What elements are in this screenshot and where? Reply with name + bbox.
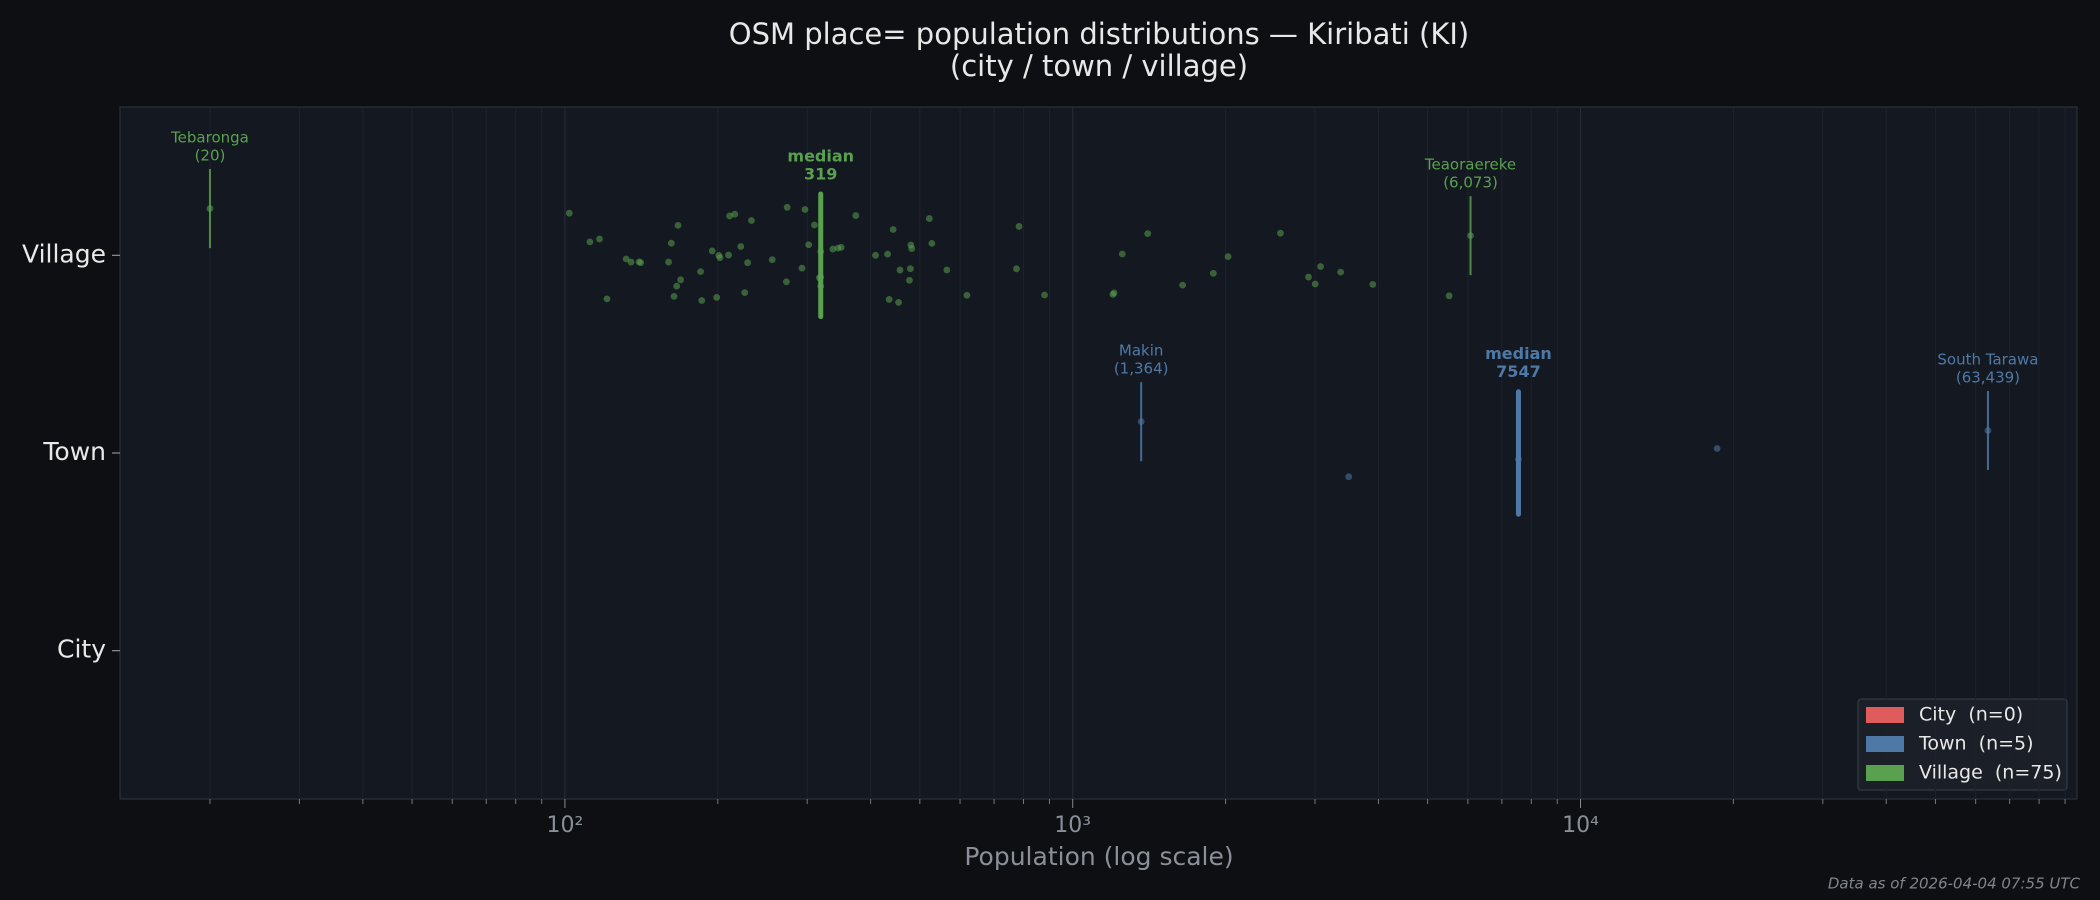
data-point — [837, 243, 845, 251]
plot-area — [119, 106, 2078, 800]
data-point — [1305, 273, 1312, 281]
data-point — [1015, 223, 1023, 230]
annotation-value: (1,364) — [1114, 360, 1169, 378]
data-point — [1209, 269, 1217, 277]
data-point — [1317, 263, 1324, 270]
data-point — [906, 265, 914, 273]
legend-swatch — [1866, 736, 1904, 752]
data-point — [872, 251, 879, 259]
data-point — [708, 247, 716, 255]
data-point — [748, 217, 755, 224]
x-tick-label: 10⁴ — [1562, 813, 1599, 838]
data-point — [698, 297, 706, 304]
data-point — [783, 203, 791, 211]
data-point — [737, 243, 745, 250]
data-point — [697, 268, 704, 276]
annotation-name: Makin — [1119, 342, 1164, 360]
data-point — [603, 295, 611, 303]
data-point — [1041, 291, 1048, 299]
data-point — [726, 212, 733, 220]
data-point — [928, 239, 936, 247]
data-point — [665, 258, 672, 266]
data-point — [1445, 292, 1453, 300]
data-point — [637, 259, 645, 267]
legend-box — [1857, 698, 2068, 791]
legend-label: Town (n=5) — [1918, 733, 2034, 755]
data-point — [1118, 250, 1126, 258]
data-point — [731, 210, 739, 218]
data-point — [943, 266, 951, 274]
x-tick-label: 10² — [546, 813, 583, 838]
data-point — [801, 206, 809, 213]
data-point — [1144, 230, 1152, 238]
annotation-value: (6,073) — [1443, 174, 1498, 192]
y-tick-label: Town — [42, 437, 106, 466]
annotation-value: (63,439) — [1956, 368, 2020, 386]
data-point — [1224, 253, 1232, 261]
data-point — [895, 299, 902, 306]
data-point — [963, 291, 971, 299]
y-tick-label: City — [57, 635, 106, 664]
x-axis-label: Population (log scale) — [964, 842, 1233, 871]
data-point — [885, 296, 893, 303]
data-point — [586, 238, 594, 246]
data-point — [713, 293, 721, 301]
data-point — [884, 250, 892, 258]
median-value: 7547 — [1496, 362, 1541, 381]
footnote: Data as of 2026-04-04 07:55 UTC — [1828, 875, 2081, 893]
legend-swatch — [1866, 707, 1904, 723]
annotation-value: (20) — [195, 146, 226, 164]
data-point — [798, 264, 806, 272]
x-tick-label: 10³ — [1054, 813, 1091, 838]
data-point — [1713, 445, 1721, 452]
data-point — [1345, 473, 1353, 481]
annotation-name: South Tarawa — [1937, 350, 2038, 368]
data-point — [596, 235, 603, 243]
median-label: median — [787, 146, 854, 165]
data-point — [811, 221, 818, 229]
data-point — [741, 289, 749, 297]
legend-label: Village (n=75) — [1919, 762, 2062, 784]
annotation-name: Teaoraereke — [1424, 156, 1516, 174]
data-point — [782, 278, 790, 286]
data-point — [1277, 229, 1284, 237]
chart-title: OSM place= population distributions — Ki… — [729, 17, 1469, 51]
data-point — [908, 245, 916, 252]
legend-label: City (n=0) — [1919, 704, 2023, 726]
data-point — [1311, 280, 1319, 288]
data-point — [667, 239, 675, 247]
data-point — [725, 251, 732, 259]
data-point — [896, 266, 904, 274]
y-tick-label: Village — [22, 239, 106, 268]
median-label: median — [1485, 344, 1552, 363]
data-point — [627, 258, 635, 266]
data-point — [1013, 265, 1020, 273]
data-point — [768, 256, 776, 264]
annotation-name: Tebaronga — [170, 128, 249, 146]
data-point — [674, 221, 682, 229]
data-point — [805, 241, 813, 249]
data-point — [889, 226, 897, 233]
data-point — [1337, 268, 1345, 276]
data-point — [829, 245, 837, 253]
data-point — [677, 276, 685, 284]
legend-swatch — [1866, 765, 1904, 781]
median-value: 319 — [804, 164, 837, 183]
data-point — [1179, 281, 1187, 289]
data-point — [925, 215, 933, 222]
data-point — [744, 259, 752, 267]
data-point — [1369, 281, 1377, 288]
data-point — [673, 282, 681, 290]
data-point — [852, 212, 860, 219]
data-point — [622, 255, 630, 263]
chart-subtitle: (city / town / village) — [950, 49, 1248, 83]
data-point — [906, 276, 913, 284]
data-point — [1110, 289, 1118, 297]
data-point — [565, 209, 573, 217]
data-point — [670, 293, 678, 300]
data-point — [716, 254, 724, 262]
